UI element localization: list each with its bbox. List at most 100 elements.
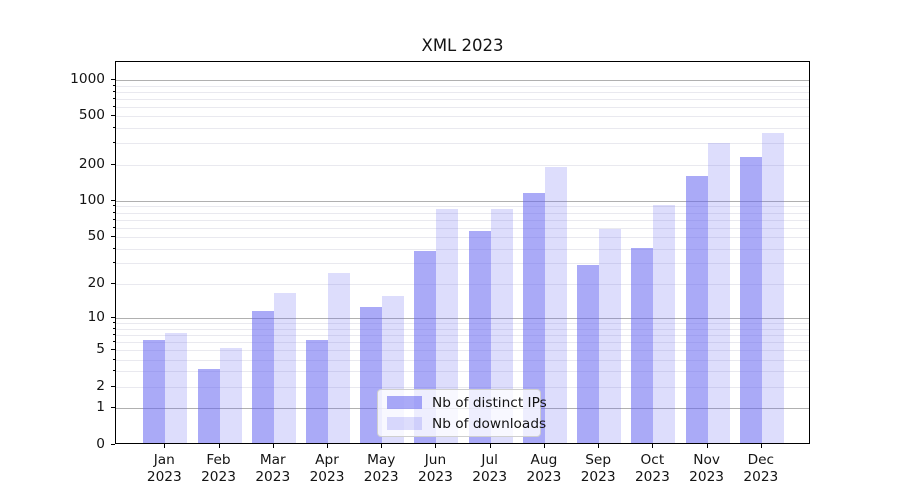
gridline-minor xyxy=(116,212,809,214)
y-minor-tick-mark xyxy=(112,142,115,144)
y-tick-label: 10 xyxy=(87,308,105,325)
chart-title: XML 2023 xyxy=(421,36,504,55)
x-tick-mark xyxy=(543,443,545,448)
legend-item-downloads: Nb of downloads xyxy=(378,415,546,432)
y-minor-tick-mark xyxy=(112,218,115,220)
y-minor-tick-mark xyxy=(112,205,115,207)
y-tick-label: 100 xyxy=(78,191,105,208)
x-tick-month: Oct xyxy=(640,451,665,468)
x-tick-month: Apr xyxy=(315,451,339,468)
bar-ips-Dec xyxy=(739,156,762,443)
bar-downloads-Aug xyxy=(544,166,567,443)
gridline-major xyxy=(116,79,809,81)
gridline-minor xyxy=(116,227,809,229)
gridline-minor xyxy=(116,91,809,93)
gridline-major xyxy=(116,200,809,202)
y-minor-tick-mark xyxy=(112,226,115,228)
gridline-major xyxy=(116,317,809,319)
x-tick-year: 2023 xyxy=(418,469,453,485)
bar-downloads-Jul xyxy=(490,208,513,443)
x-tick-mark xyxy=(706,443,708,448)
x-tick-label: May 2023 xyxy=(351,452,411,487)
y-minor-tick-mark xyxy=(112,163,115,165)
y-minor-tick-mark xyxy=(112,211,115,213)
bar-downloads-Jan xyxy=(165,332,188,443)
y-tick-mark xyxy=(111,443,115,445)
bar-ips-Sep xyxy=(577,264,600,443)
x-tick-year: 2023 xyxy=(201,469,236,485)
y-tick-label: 0 xyxy=(96,435,105,452)
y-minor-tick-mark xyxy=(112,333,115,335)
bar-downloads-Feb xyxy=(219,347,242,443)
gridline-minor xyxy=(116,85,809,87)
x-tick-month: Feb xyxy=(206,451,231,468)
bar-ips-Jan xyxy=(143,339,166,443)
gridline-minor xyxy=(116,341,809,343)
legend-label-downloads: Nb of downloads xyxy=(432,415,547,432)
y-tick-label: 20 xyxy=(87,274,105,291)
y-minor-tick-mark xyxy=(112,84,115,86)
x-tick-month: Nov xyxy=(693,451,720,468)
plot-area xyxy=(115,61,810,444)
gridline-minor xyxy=(116,386,809,388)
legend-item-distinct-ips: Nb of distinct IPs xyxy=(378,394,547,411)
bar-downloads-Jun xyxy=(436,208,459,443)
y-tick-label: 5 xyxy=(96,340,105,357)
bar-ips-May xyxy=(360,307,383,443)
x-tick-label: Jul 2023 xyxy=(460,452,520,487)
x-tick-month: Aug xyxy=(530,451,558,468)
gridline-minor xyxy=(116,164,809,166)
legend: Nb of distinct IPs Nb of downloads xyxy=(377,389,547,437)
bar-downloads-Sep xyxy=(599,229,622,443)
y-minor-tick-mark xyxy=(112,370,115,372)
x-tick-label: Aug 2023 xyxy=(514,452,574,487)
x-tick-label: Jan 2023 xyxy=(134,452,194,487)
gridline-minor xyxy=(116,219,809,221)
bar-ips-Mar xyxy=(251,311,274,443)
bar-ips-Nov xyxy=(685,176,708,443)
y-minor-tick-mark xyxy=(112,340,115,342)
x-tick-mark xyxy=(381,443,383,448)
y-tick-mark xyxy=(111,78,115,80)
x-tick-year: 2023 xyxy=(580,469,616,485)
gridline-minor xyxy=(116,323,809,324)
y-minor-tick-mark xyxy=(112,282,115,284)
y-minor-tick-mark xyxy=(112,385,115,387)
x-tick-label: Jun 2023 xyxy=(405,452,465,487)
y-minor-tick-mark xyxy=(112,247,115,249)
y-tick-label: 50 xyxy=(87,228,105,245)
y-minor-tick-mark xyxy=(112,322,115,323)
gridline-minor xyxy=(116,371,809,373)
bar-downloads-Oct xyxy=(653,205,676,443)
y-minor-tick-mark xyxy=(112,358,115,360)
x-tick-mark xyxy=(760,443,762,448)
gridline-minor xyxy=(116,349,809,351)
bar-downloads-Dec xyxy=(761,133,784,443)
x-tick-year: 2023 xyxy=(363,469,399,485)
x-tick-mark xyxy=(598,443,600,448)
x-tick-mark xyxy=(652,443,654,448)
y-tick-label: 1 xyxy=(96,398,105,415)
gridline-minor xyxy=(116,116,809,118)
x-tick-month: Jul xyxy=(481,451,498,468)
gridline-minor xyxy=(116,334,809,336)
x-tick-month: May xyxy=(367,451,396,468)
x-tick-month: Dec xyxy=(747,451,775,468)
y-minor-tick-mark xyxy=(112,105,115,107)
x-tick-mark xyxy=(218,443,220,448)
bar-ips-Oct xyxy=(631,247,654,443)
x-tick-label: Sep 2023 xyxy=(568,452,628,487)
x-tick-mark xyxy=(164,443,166,448)
x-tick-mark xyxy=(489,443,491,448)
x-tick-month: Mar xyxy=(259,451,286,468)
gridline-minor xyxy=(116,283,809,285)
y-tick-label: 500 xyxy=(78,107,105,124)
x-tick-month: Sep xyxy=(585,451,612,468)
legend-swatch-downloads xyxy=(387,417,422,430)
y-minor-tick-mark xyxy=(112,127,115,129)
x-tick-month: Jun xyxy=(424,451,447,468)
x-tick-label: Feb 2023 xyxy=(189,452,249,487)
y-tick-mark xyxy=(111,199,115,201)
y-minor-tick-mark xyxy=(112,97,115,99)
